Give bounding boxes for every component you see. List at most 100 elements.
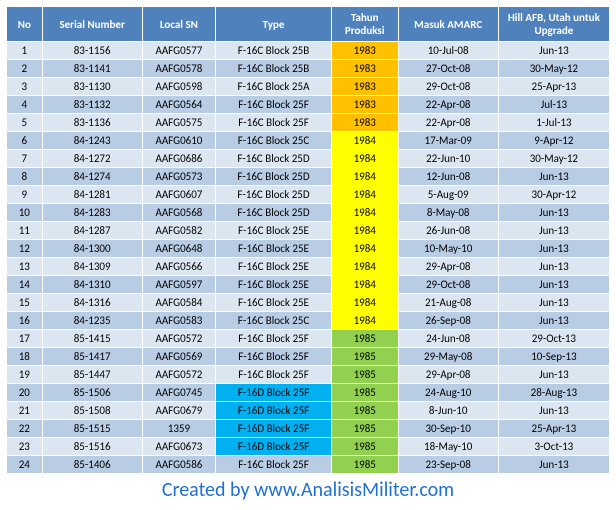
cell-no: 10: [7, 204, 43, 222]
cell-no: 13: [7, 258, 43, 276]
table-row: 483-1132AAFG0564F-16C Block 25F198322-Ap…: [7, 96, 610, 114]
cell-tahun: 1984: [331, 276, 398, 294]
cell-amarc: 27-Oct-08: [398, 60, 498, 78]
cell-tahun: 1984: [331, 240, 398, 258]
cell-no: 9: [7, 186, 43, 204]
cell-localsn: AAFG0573: [142, 168, 215, 186]
table-row: 1284-1300AAFG0648F-16C Block 25E198410-M…: [7, 240, 610, 258]
cell-tahun: 1984: [331, 150, 398, 168]
col-header-hill: Hill AFB, Utah untuk Upgrade: [498, 7, 609, 42]
cell-hill: 1-Jul-13: [498, 114, 609, 132]
cell-tahun: 1984: [331, 258, 398, 276]
cell-localsn: AAFG0566: [142, 258, 215, 276]
cell-type: F-16C Block 25B: [216, 60, 332, 78]
cell-no: 7: [7, 150, 43, 168]
cell-no: 23: [7, 438, 43, 456]
cell-type: F-16C Block 25E: [216, 258, 332, 276]
cell-type: F-16C Block 25E: [216, 294, 332, 312]
cell-tahun: 1985: [331, 438, 398, 456]
cell-no: 11: [7, 222, 43, 240]
cell-hill: Jun-13: [498, 168, 609, 186]
cell-type: F-16C Block 25F: [216, 114, 332, 132]
cell-no: 16: [7, 312, 43, 330]
cell-serial: 84-1316: [42, 294, 142, 312]
cell-hill: 29-Oct-13: [498, 330, 609, 348]
cell-localsn: AAFG0582: [142, 222, 215, 240]
table-row: 583-1136AAFG0575F-16C Block 25F198322-Ap…: [7, 114, 610, 132]
cell-type: F-16C Block 25F: [216, 366, 332, 384]
cell-no: 19: [7, 366, 43, 384]
table-row: 684-1243AAFG0610F-16C Block 25C198417-Ma…: [7, 132, 610, 150]
cell-localsn: AAFG0583: [142, 312, 215, 330]
cell-amarc: 24-Aug-10: [398, 384, 498, 402]
watermark-text: Created by www.AnalisisMiliter.com: [6, 478, 610, 502]
cell-localsn: AAFG0569: [142, 348, 215, 366]
cell-localsn: AAFG0673: [142, 438, 215, 456]
cell-tahun: 1984: [331, 204, 398, 222]
cell-localsn: AAFG0575: [142, 114, 215, 132]
cell-serial: 84-1310: [42, 276, 142, 294]
table-row: 2485-1406AAFG0586F-16C Block 25F198523-S…: [7, 456, 610, 474]
table-row: 2385-1516AAFG0673F-16D Block 25F198518-M…: [7, 438, 610, 456]
cell-serial: 84-1281: [42, 186, 142, 204]
cell-amarc: 17-Mar-09: [398, 132, 498, 150]
cell-no: 3: [7, 78, 43, 96]
table-row: 784-1272AAFG0686F-16C Block 25D198422-Ju…: [7, 150, 610, 168]
cell-type: F-16D Block 25F: [216, 438, 332, 456]
cell-hill: 9-Apr-12: [498, 132, 609, 150]
table-row: 2085-1506AAFG0745F-16D Block 25F198524-A…: [7, 384, 610, 402]
cell-serial: 84-1243: [42, 132, 142, 150]
table-row: 1885-1417AAFG0569F-16C Block 25F198529-M…: [7, 348, 610, 366]
cell-serial: 84-1235: [42, 312, 142, 330]
cell-hill: 3-Oct-13: [498, 438, 609, 456]
cell-amarc: 8-Jun-10: [398, 402, 498, 420]
cell-hill: Jun-13: [498, 402, 609, 420]
cell-tahun: 1983: [331, 78, 398, 96]
cell-serial: 84-1287: [42, 222, 142, 240]
cell-serial: 83-1136: [42, 114, 142, 132]
cell-amarc: 29-May-08: [398, 348, 498, 366]
cell-hill: Jun-13: [498, 42, 609, 60]
table-row: 1084-1283AAFG0568F-16C Block 25D19848-Ma…: [7, 204, 610, 222]
table-row: 2185-1508AAFG0679F-16D Block 25F19858-Ju…: [7, 402, 610, 420]
cell-type: F-16D Block 25F: [216, 420, 332, 438]
cell-serial: 85-1447: [42, 366, 142, 384]
cell-localsn: AAFG0607: [142, 186, 215, 204]
cell-tahun: 1984: [331, 168, 398, 186]
cell-tahun: 1983: [331, 114, 398, 132]
table-header: NoSerial NumberLocal SNTypeTahun Produks…: [7, 7, 610, 42]
cell-localsn: AAFG0745: [142, 384, 215, 402]
cell-type: F-16C Block 25F: [216, 96, 332, 114]
cell-tahun: 1983: [331, 96, 398, 114]
cell-localsn: AAFG0586: [142, 456, 215, 474]
cell-type: F-16C Block 25D: [216, 186, 332, 204]
table-row: 984-1281AAFG0607F-16C Block 25D19845-Aug…: [7, 186, 610, 204]
cell-amarc: 22-Apr-08: [398, 96, 498, 114]
cell-hill: 10-Sep-13: [498, 348, 609, 366]
cell-localsn: AAFG0598: [142, 78, 215, 96]
cell-no: 12: [7, 240, 43, 258]
cell-type: F-16C Block 25E: [216, 276, 332, 294]
cell-hill: Jun-13: [498, 204, 609, 222]
cell-localsn: 1359: [142, 420, 215, 438]
cell-amarc: 24-Jun-08: [398, 330, 498, 348]
cell-type: F-16C Block 25B: [216, 42, 332, 60]
cell-no: 20: [7, 384, 43, 402]
cell-tahun: 1984: [331, 294, 398, 312]
cell-localsn: AAFG0686: [142, 150, 215, 168]
cell-serial: 85-1415: [42, 330, 142, 348]
cell-localsn: AAFG0568: [142, 204, 215, 222]
cell-amarc: 26-Sep-08: [398, 312, 498, 330]
cell-amarc: 18-May-10: [398, 438, 498, 456]
cell-amarc: 29-Apr-08: [398, 258, 498, 276]
table-row: 283-1141AAFG0578F-16C Block 25B198327-Oc…: [7, 60, 610, 78]
cell-no: 14: [7, 276, 43, 294]
cell-tahun: 1985: [331, 348, 398, 366]
col-header-tahun: Tahun Produksi: [331, 7, 398, 42]
table-row: 2285-15151359F-16D Block 25F198530-Sep-1…: [7, 420, 610, 438]
cell-serial: 84-1274: [42, 168, 142, 186]
cell-tahun: 1983: [331, 42, 398, 60]
cell-localsn: AAFG0572: [142, 366, 215, 384]
cell-tahun: 1985: [331, 384, 398, 402]
cell-amarc: 22-Apr-08: [398, 114, 498, 132]
